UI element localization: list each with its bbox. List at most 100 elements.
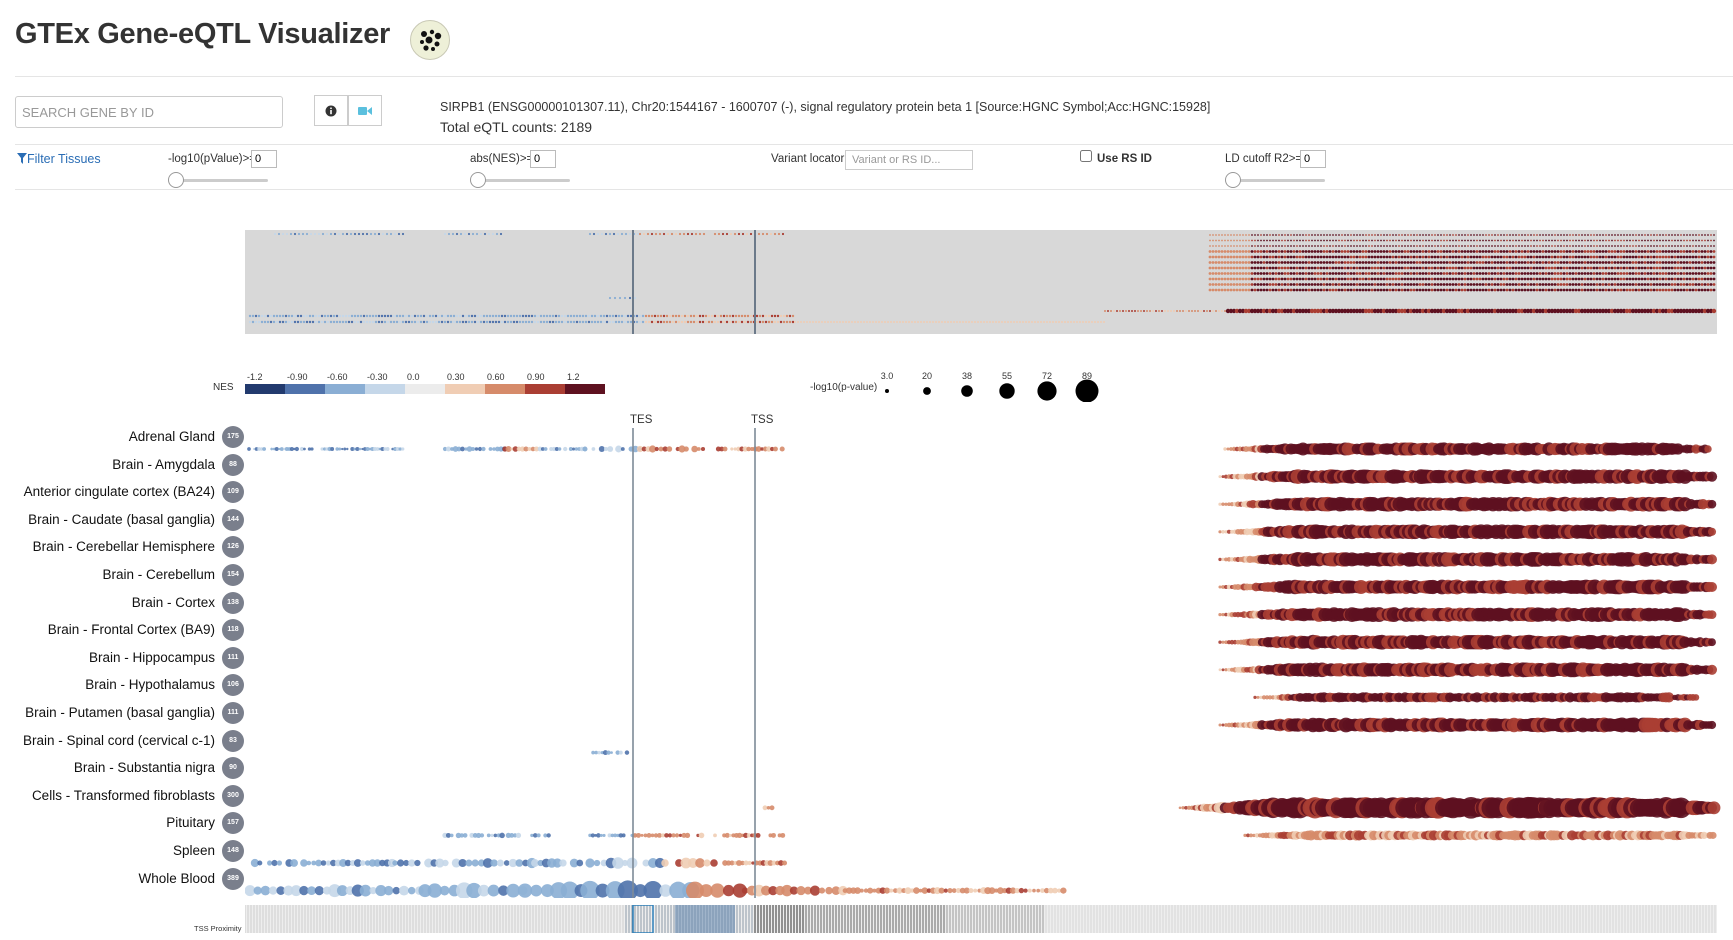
eqtl-dot[interactable] <box>572 447 576 451</box>
eqtl-dot[interactable] <box>563 446 568 452</box>
eqtl-dot[interactable] <box>1267 695 1273 700</box>
eqtl-dot[interactable] <box>395 446 400 452</box>
eqtl-dot[interactable] <box>512 446 519 452</box>
tissue-label[interactable]: Spleen <box>172 843 215 858</box>
eqtl-dot[interactable] <box>582 446 588 452</box>
eqtl-dot[interactable] <box>1692 694 1700 701</box>
eqtl-dot[interactable] <box>1254 833 1260 838</box>
pvalue-input[interactable] <box>251 150 277 168</box>
overview-minimap[interactable] <box>245 230 1717 334</box>
eqtl-dot[interactable] <box>365 447 370 451</box>
eqtl-dot[interactable] <box>375 447 380 451</box>
eqtl-dot[interactable] <box>618 750 623 755</box>
eqtl-dot[interactable] <box>770 446 775 452</box>
eqtl-bubble-plot[interactable] <box>245 428 1723 898</box>
eqtl-dot[interactable] <box>591 447 596 451</box>
eqtl-dot[interactable] <box>1706 664 1718 675</box>
eqtl-dot[interactable] <box>257 447 261 451</box>
eqtl-dot[interactable] <box>1707 554 1717 565</box>
eqtl-dot[interactable] <box>1221 557 1225 562</box>
eqtl-dot[interactable] <box>683 446 689 452</box>
eqtl-dot[interactable] <box>505 446 512 452</box>
eqtl-dot[interactable] <box>1707 720 1717 730</box>
eqtl-dot[interactable] <box>1221 502 1225 506</box>
eqtl-dot[interactable] <box>252 447 256 451</box>
ld-cutoff-slider[interactable] <box>1225 172 1325 188</box>
eqtl-dot[interactable] <box>624 750 630 755</box>
eqtl-dot[interactable] <box>769 805 775 811</box>
eqtl-dot[interactable] <box>466 446 473 452</box>
eqtl-dot[interactable] <box>1221 723 1225 727</box>
eqtl-dot[interactable] <box>350 446 355 452</box>
eqtl-dot[interactable] <box>1223 447 1227 451</box>
eqtl-dot[interactable] <box>649 445 657 453</box>
eqtl-dot[interactable] <box>1706 581 1718 593</box>
eqtl-dot[interactable] <box>385 447 390 451</box>
eqtl-dot[interactable] <box>299 446 305 452</box>
eqtl-dot[interactable] <box>1224 530 1228 534</box>
eqtl-dot[interactable] <box>742 446 748 452</box>
eqtl-dot[interactable] <box>636 445 644 453</box>
tissue-label[interactable]: Pituitary <box>166 815 215 831</box>
eqtl-dot[interactable] <box>779 446 785 452</box>
eqtl-dot[interactable] <box>762 805 768 811</box>
eqtl-dot[interactable] <box>1224 612 1228 617</box>
eqtl-dot[interactable] <box>1243 833 1247 838</box>
eqtl-dot[interactable] <box>361 447 364 451</box>
eqtl-dot[interactable] <box>1226 529 1232 534</box>
eqtl-dot[interactable] <box>1229 447 1233 451</box>
eqtl-dot[interactable] <box>1226 584 1232 590</box>
eqtl-dot[interactable] <box>602 750 608 756</box>
eqtl-dot[interactable] <box>1707 499 1717 509</box>
eqtl-dot[interactable] <box>1218 502 1222 506</box>
eqtl-dot[interactable] <box>666 446 673 452</box>
eqtl-dot[interactable] <box>554 447 559 451</box>
eqtl-dot[interactable] <box>1221 612 1225 617</box>
eqtl-dot[interactable] <box>1221 529 1225 534</box>
eqtl-dot[interactable] <box>773 446 778 452</box>
eqtl-dot[interactable] <box>574 447 579 451</box>
eqtl-dot[interactable] <box>358 447 362 451</box>
eqtl-dot[interactable] <box>1264 695 1270 700</box>
eqtl-dot[interactable] <box>401 447 405 451</box>
eqtl-dot[interactable] <box>391 447 394 451</box>
eqtl-dot[interactable] <box>474 447 479 451</box>
eqtl-dot[interactable] <box>1224 668 1228 672</box>
eqtl-dot[interactable] <box>278 447 281 451</box>
eqtl-dot[interactable] <box>615 750 620 755</box>
eqtl-dot[interactable] <box>442 446 448 452</box>
eqtl-dot[interactable] <box>1218 557 1222 562</box>
eqtl-dot[interactable] <box>654 446 659 452</box>
eqtl-dot[interactable] <box>452 446 459 452</box>
eqtl-dot[interactable] <box>607 446 614 452</box>
tissue-label[interactable]: Brain - Hypothalamus <box>85 677 215 693</box>
eqtl-dot[interactable] <box>1221 668 1225 672</box>
eqtl-dot[interactable] <box>1221 640 1225 644</box>
eqtl-dot[interactable] <box>755 446 762 452</box>
eqtl-dot[interactable] <box>445 446 452 452</box>
eqtl-dot[interactable] <box>343 447 347 451</box>
eqtl-dot[interactable] <box>1708 638 1716 647</box>
nes-input[interactable] <box>530 150 556 168</box>
tissue-label[interactable]: Anterior cingulate cortex (BA24) <box>23 484 215 500</box>
eqtl-dot[interactable] <box>1226 447 1230 451</box>
eqtl-dot[interactable] <box>1218 668 1222 672</box>
eqtl-dot[interactable] <box>247 447 251 451</box>
video-tutorial-button[interactable] <box>348 95 382 126</box>
eqtl-dot[interactable] <box>760 447 764 451</box>
eqtl-dot[interactable] <box>597 750 602 755</box>
eqtl-dot[interactable] <box>279 447 284 451</box>
nes-slider[interactable] <box>470 172 570 188</box>
tissue-label[interactable]: Brain - Cerebellar Hemisphere <box>32 539 215 555</box>
eqtl-dot[interactable] <box>338 447 342 451</box>
eqtl-dot[interactable] <box>736 446 741 452</box>
eqtl-dot[interactable] <box>591 750 595 755</box>
eqtl-dot[interactable] <box>1221 585 1225 589</box>
eqtl-dot[interactable] <box>510 447 514 451</box>
tissue-label[interactable]: Brain - Cerebellum <box>102 567 215 582</box>
eqtl-dot[interactable] <box>330 447 335 451</box>
eqtl-dot[interactable] <box>1261 695 1267 700</box>
eqtl-dot[interactable] <box>341 447 344 451</box>
eqtl-dot[interactable] <box>1218 612 1222 617</box>
eqtl-dot[interactable] <box>1256 695 1260 699</box>
